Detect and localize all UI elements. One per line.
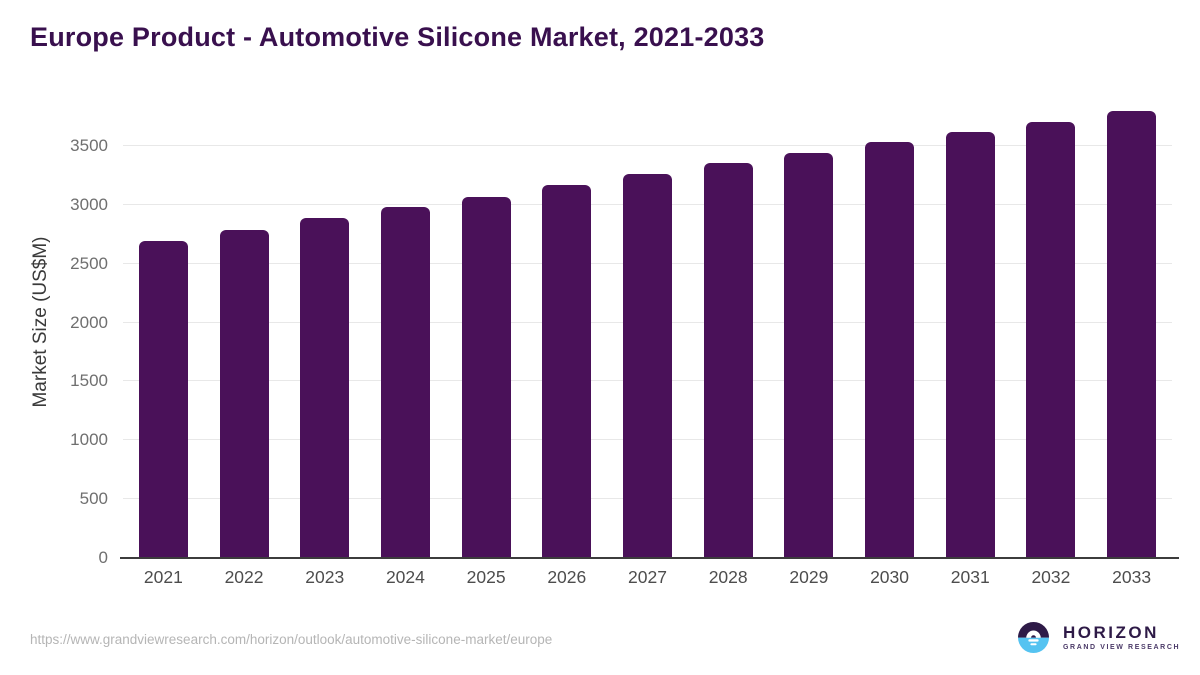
bar-slot-2026 <box>526 100 607 558</box>
x-tick-label-2032: 2032 <box>1031 567 1071 587</box>
bar-2027 <box>622 174 672 558</box>
y-tick-label-2500: 2500 <box>70 253 108 273</box>
y-tick-label-1500: 1500 <box>70 371 108 391</box>
bar-2025 <box>461 196 511 558</box>
gridline-3500 <box>123 145 1172 146</box>
bar-2021 <box>138 241 188 558</box>
x-tick-label-2029: 2029 <box>789 567 829 587</box>
bar-slot-2022 <box>204 100 285 558</box>
x-tick-label-2022: 2022 <box>224 567 264 587</box>
bar-2031 <box>945 132 995 558</box>
x-tick-label-2021: 2021 <box>143 567 183 587</box>
logo-text: HORIZON GRAND VIEW RESEARCH <box>1063 622 1180 651</box>
horizon-sunrise-icon <box>1018 622 1049 653</box>
y-tick-label-0: 0 <box>98 548 108 567</box>
bar-2029 <box>784 153 834 558</box>
y-tick-label-2000: 2000 <box>70 312 108 332</box>
bar-slot-2027 <box>607 100 688 558</box>
bar-slot-2028 <box>688 100 769 558</box>
x-tick-label-2024: 2024 <box>385 567 425 587</box>
x-tick-label-2028: 2028 <box>708 567 748 587</box>
bar-2022 <box>219 230 269 558</box>
bar-2026 <box>542 184 592 558</box>
logo-brand: HORIZON <box>1063 623 1159 642</box>
bar-slot-2029 <box>769 100 850 558</box>
bar-2032 <box>1026 121 1076 558</box>
bar-2028 <box>703 163 753 558</box>
bar-2023 <box>300 218 350 558</box>
bar-slot-2030 <box>849 100 930 558</box>
bar-slot-2025 <box>446 100 527 558</box>
bars <box>123 100 1172 558</box>
bar-slot-2024 <box>365 100 446 558</box>
bar-2024 <box>380 206 430 558</box>
bar-2030 <box>865 142 915 558</box>
bar-slot-2032 <box>1011 100 1092 558</box>
bar-slot-2023 <box>284 100 365 558</box>
x-tick-label-2026: 2026 <box>547 567 587 587</box>
horizon-logo: HORIZON GRAND VIEW RESEARCH <box>1018 622 1180 653</box>
x-tick-label-2025: 2025 <box>466 567 506 587</box>
y-tick-label-1000: 1000 <box>70 430 108 450</box>
plot-area <box>120 100 1179 559</box>
x-tick-label-2030: 2030 <box>870 567 909 587</box>
bar-slot-2021 <box>123 100 204 558</box>
chart-title: Europe Product - Automotive Silicone Mar… <box>30 22 765 52</box>
bar-slot-2031 <box>930 100 1011 558</box>
x-tick-label-2031: 2031 <box>950 567 990 587</box>
x-tick-labels: 2021 2022 2023 2024 2025 2026 2027 2028 2029 2030… <box>123 567 1172 588</box>
y-tick-label-3500: 3500 <box>70 136 108 155</box>
x-tick-label-2023: 2023 <box>305 567 345 587</box>
source-url: https://www.grandviewresearch.com/horizo… <box>30 632 553 647</box>
x-tick-label-2033: 2033 <box>1112 567 1152 587</box>
x-axis-line <box>120 557 1179 559</box>
x-tick-label-2027: 2027 <box>628 567 667 587</box>
y-tick-label-3000: 3000 <box>70 194 108 214</box>
logo-tagline: GRAND VIEW RESEARCH <box>1063 644 1181 651</box>
y-tick-label-500: 500 <box>79 489 108 509</box>
bar-2033 <box>1107 110 1157 558</box>
bar-slot-2033 <box>1091 100 1172 558</box>
y-tick-labels: 0 500 1000 1500 2000 2500 3000 3500 <box>20 100 108 567</box>
